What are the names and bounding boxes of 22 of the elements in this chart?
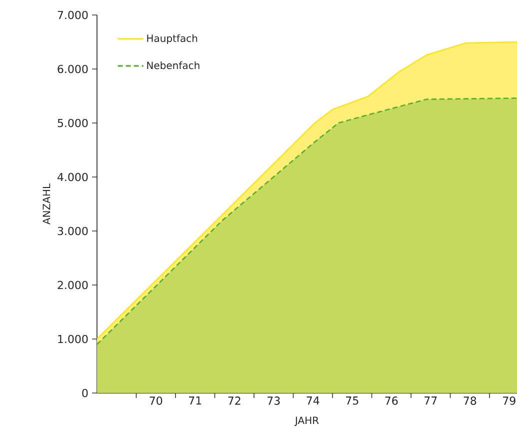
- legend-label: Hauptfach: [147, 34, 198, 44]
- x-tick-label: 78: [464, 396, 476, 405]
- y-tick-label: 4.000: [58, 172, 88, 182]
- y-tick-label: 0: [82, 388, 88, 398]
- x-tick-label: 79: [503, 396, 516, 405]
- x-tick-label: 71: [189, 396, 202, 405]
- x-tick-label: 73: [268, 396, 280, 405]
- x-axis-title: JAHR: [294, 416, 319, 426]
- y-tick-label: 3.000: [58, 226, 88, 236]
- x-tick-label: 74: [306, 396, 320, 405]
- y-tick-label: 1.000: [58, 334, 88, 344]
- x-tick-label: 77: [424, 396, 437, 405]
- x-tick-label: 75: [346, 396, 358, 405]
- y-tick-label: 2.000: [58, 280, 88, 290]
- y-tick-label: 7.000: [58, 10, 88, 20]
- y-tick-label: 5.000: [58, 118, 88, 128]
- x-tick-label: 76: [385, 396, 398, 405]
- x-tick-label: 72: [228, 396, 240, 405]
- y-tick-label: 6.000: [58, 64, 88, 74]
- legend-label: Nebenfach: [147, 61, 200, 70]
- x-tick-label: 70: [150, 396, 162, 405]
- y-axis-title: ANZAHL: [42, 184, 50, 224]
